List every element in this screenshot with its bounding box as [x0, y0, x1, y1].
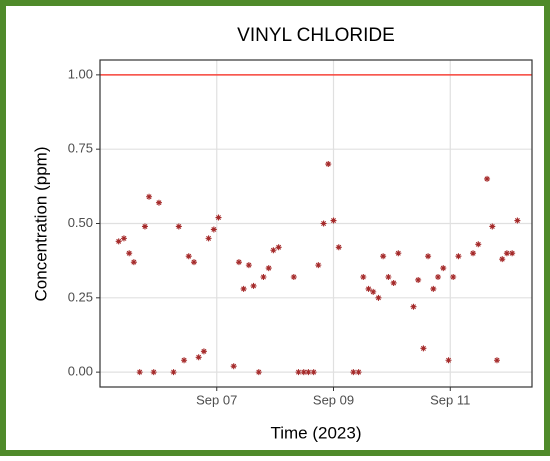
- data-point: [435, 274, 441, 280]
- y-tick-label: 0.50: [68, 215, 93, 230]
- data-point: [430, 286, 436, 292]
- data-point: [395, 250, 401, 256]
- y-axis-title: Concentration (ppm): [31, 147, 50, 302]
- x-tick-label: Sep 07: [196, 392, 237, 407]
- data-point: [415, 277, 421, 283]
- data-point: [116, 238, 122, 244]
- data-point: [241, 286, 247, 292]
- x-tick-label: Sep 09: [313, 392, 354, 407]
- y-tick-label: 0.75: [68, 141, 93, 156]
- y-tick-label: 1.00: [68, 66, 93, 81]
- x-tick-label: Sep 11: [430, 392, 470, 407]
- y-tick-label: 0.00: [68, 364, 93, 379]
- data-point: [181, 357, 187, 363]
- data-point: [499, 256, 505, 262]
- data-point: [446, 357, 452, 363]
- data-point: [385, 274, 391, 280]
- data-point: [291, 274, 297, 280]
- data-point: [251, 283, 257, 289]
- data-point: [440, 265, 446, 271]
- y-tick-label: 0.25: [68, 289, 93, 304]
- chart-title: VINYL CHLORIDE: [237, 25, 395, 46]
- x-axis-title: Time (2023): [270, 423, 361, 442]
- data-point: [325, 161, 331, 167]
- data-point: [470, 250, 476, 256]
- chart: VINYL CHLORIDE Time (2023) Concentration…: [0, 0, 550, 456]
- data-point: [201, 348, 207, 354]
